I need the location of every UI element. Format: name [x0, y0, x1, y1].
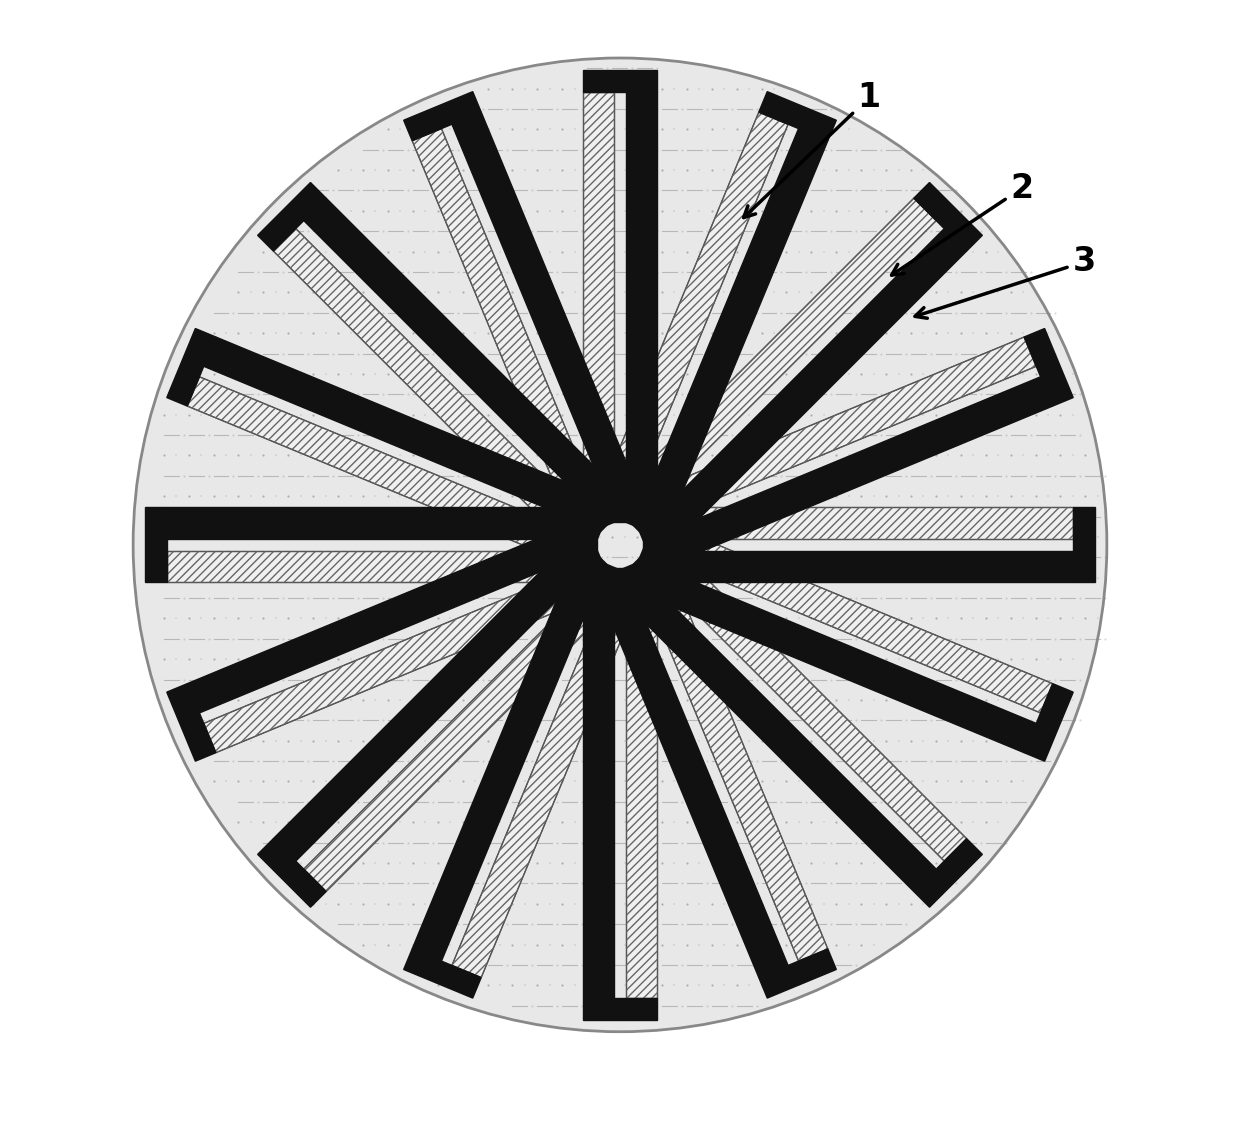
Polygon shape [203, 337, 593, 522]
Polygon shape [167, 328, 216, 406]
Polygon shape [167, 507, 574, 539]
Polygon shape [273, 550, 584, 861]
Polygon shape [562, 535, 630, 604]
Circle shape [133, 58, 1107, 1032]
Polygon shape [568, 552, 646, 602]
Polygon shape [167, 550, 574, 582]
Polygon shape [304, 199, 614, 508]
Polygon shape [583, 499, 657, 522]
Polygon shape [273, 228, 584, 539]
Polygon shape [568, 489, 646, 538]
Polygon shape [574, 507, 596, 582]
Text: 3: 3 [915, 245, 1096, 318]
Polygon shape [594, 489, 672, 538]
Polygon shape [187, 528, 577, 713]
Polygon shape [626, 199, 936, 508]
Polygon shape [167, 683, 216, 762]
Polygon shape [564, 493, 613, 571]
Polygon shape [1073, 507, 1095, 582]
Polygon shape [145, 507, 167, 582]
Polygon shape [626, 92, 657, 499]
Polygon shape [759, 92, 836, 141]
Polygon shape [914, 183, 982, 251]
Polygon shape [562, 487, 630, 555]
Polygon shape [187, 377, 577, 562]
Polygon shape [404, 92, 481, 141]
Polygon shape [583, 590, 614, 998]
Polygon shape [610, 487, 678, 555]
Polygon shape [627, 519, 676, 597]
Polygon shape [656, 228, 967, 539]
Polygon shape [914, 839, 982, 907]
Polygon shape [666, 507, 1073, 539]
Polygon shape [404, 949, 481, 998]
Polygon shape [663, 528, 1053, 713]
Text: 1: 1 [744, 81, 880, 218]
Polygon shape [594, 552, 672, 602]
Polygon shape [644, 507, 666, 582]
Polygon shape [666, 550, 1073, 582]
Polygon shape [603, 112, 789, 501]
Polygon shape [627, 493, 676, 571]
Polygon shape [203, 568, 593, 753]
Polygon shape [583, 92, 614, 499]
Text: 2: 2 [892, 171, 1033, 275]
Polygon shape [304, 581, 614, 891]
Polygon shape [759, 949, 836, 998]
Polygon shape [642, 572, 828, 961]
Polygon shape [647, 568, 1037, 753]
Polygon shape [258, 839, 326, 907]
Polygon shape [1024, 328, 1073, 406]
Polygon shape [1024, 683, 1073, 762]
Polygon shape [656, 550, 967, 861]
Polygon shape [564, 519, 613, 597]
Polygon shape [583, 69, 657, 92]
Polygon shape [647, 337, 1037, 522]
Polygon shape [583, 998, 657, 1020]
Polygon shape [258, 183, 326, 251]
Polygon shape [412, 572, 598, 961]
Polygon shape [603, 589, 789, 977]
Polygon shape [451, 112, 637, 501]
Polygon shape [626, 581, 936, 891]
Polygon shape [610, 535, 678, 604]
Polygon shape [642, 128, 828, 518]
Polygon shape [583, 568, 657, 590]
Polygon shape [663, 377, 1053, 562]
Polygon shape [412, 128, 598, 518]
Polygon shape [451, 589, 637, 977]
Polygon shape [626, 590, 657, 998]
